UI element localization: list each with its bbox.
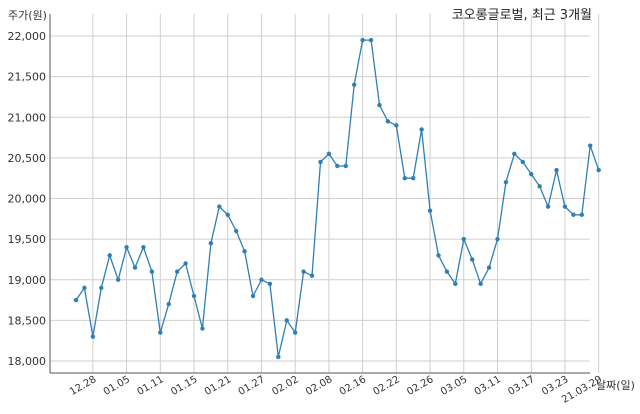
data-point bbox=[267, 281, 273, 287]
data-point bbox=[377, 102, 382, 108]
x-tick-label: 03.17 bbox=[506, 374, 536, 398]
data-point bbox=[486, 265, 492, 270]
data-point bbox=[233, 228, 239, 234]
data-point bbox=[554, 167, 559, 173]
y-axis-label: 주가(원) bbox=[8, 9, 47, 22]
data-point bbox=[453, 281, 458, 287]
data-point bbox=[360, 37, 365, 43]
data-point bbox=[326, 151, 332, 157]
data-point bbox=[318, 159, 323, 165]
data-point bbox=[470, 257, 475, 262]
data-point bbox=[217, 204, 222, 209]
y-tick-label: 19,000 bbox=[8, 274, 47, 287]
data-point bbox=[520, 159, 525, 165]
data-point bbox=[335, 163, 340, 169]
y-tick-label: 21,000 bbox=[8, 111, 47, 124]
x-tick-label: 03.05 bbox=[439, 374, 469, 398]
y-tick-label: 21,500 bbox=[8, 71, 47, 84]
x-axis-label: 날짜(일) bbox=[596, 379, 635, 392]
data-point bbox=[351, 82, 357, 87]
data-point bbox=[478, 281, 483, 287]
data-point bbox=[402, 175, 407, 181]
y-tick-label: 22,000 bbox=[8, 30, 47, 43]
data-point bbox=[529, 171, 534, 177]
y-tick-label: 18,000 bbox=[8, 355, 47, 368]
data-point bbox=[512, 151, 517, 157]
x-tick-label: 01.21 bbox=[203, 374, 233, 398]
data-point bbox=[259, 277, 264, 282]
data-point bbox=[141, 245, 146, 250]
x-tick-label: 02.22 bbox=[372, 374, 402, 398]
data-point bbox=[588, 143, 593, 148]
data-point bbox=[301, 269, 306, 274]
y-tick-label: 19,500 bbox=[8, 233, 47, 246]
data-point bbox=[276, 354, 281, 360]
data-point bbox=[419, 127, 424, 132]
data-point bbox=[427, 208, 433, 213]
x-tick-label: 02.26 bbox=[405, 374, 435, 398]
data-point bbox=[436, 253, 441, 258]
data-point bbox=[562, 204, 568, 209]
x-tick-label: 03.11 bbox=[473, 374, 503, 398]
data-point bbox=[158, 330, 163, 335]
data-point bbox=[225, 212, 230, 217]
data-point bbox=[571, 212, 576, 217]
data-point bbox=[73, 297, 79, 303]
x-tick-label: 02.08 bbox=[304, 374, 334, 398]
x-tick-label: 12.28 bbox=[68, 374, 98, 398]
data-point bbox=[284, 318, 289, 323]
y-tick-label: 20,500 bbox=[8, 152, 47, 165]
data-point bbox=[191, 293, 197, 299]
data-point bbox=[200, 326, 205, 331]
data-point bbox=[250, 293, 256, 299]
data-point bbox=[503, 180, 509, 185]
data-point bbox=[124, 245, 129, 250]
data-point bbox=[99, 285, 104, 291]
y-tick-label: 20,000 bbox=[8, 193, 47, 206]
data-point bbox=[242, 249, 247, 254]
data-point bbox=[394, 123, 399, 128]
data-point bbox=[343, 163, 348, 169]
data-point bbox=[174, 269, 180, 274]
x-tick-label: 02.16 bbox=[338, 374, 368, 398]
x-tick-label: 02.02 bbox=[270, 374, 300, 398]
y-tick-label: 18,500 bbox=[8, 314, 47, 327]
data-point bbox=[495, 236, 500, 242]
data-point bbox=[115, 277, 121, 282]
data-point bbox=[579, 212, 584, 217]
x-tick-label: 01.15 bbox=[169, 374, 199, 398]
data-point bbox=[368, 37, 374, 43]
data-point bbox=[82, 285, 87, 291]
data-point bbox=[411, 175, 416, 181]
data-point bbox=[596, 167, 601, 173]
data-point bbox=[385, 119, 391, 124]
data-point bbox=[537, 184, 542, 189]
data-point bbox=[309, 273, 315, 278]
data-point bbox=[545, 204, 551, 209]
data-point bbox=[444, 269, 450, 274]
data-point bbox=[183, 261, 188, 266]
data-point bbox=[461, 236, 466, 242]
chart-title: 코오롱글로벌, 최근 3개월 bbox=[451, 8, 592, 23]
x-tick-label: 01.05 bbox=[102, 374, 132, 398]
data-point bbox=[208, 240, 214, 246]
x-tick-label: 01.11 bbox=[135, 374, 165, 398]
data-point bbox=[149, 269, 155, 274]
data-point bbox=[132, 265, 138, 270]
data-point bbox=[107, 253, 112, 258]
x-tick-label: 01.27 bbox=[237, 374, 267, 398]
data-point bbox=[292, 330, 298, 335]
data-point bbox=[166, 301, 171, 307]
data-point bbox=[90, 334, 96, 339]
